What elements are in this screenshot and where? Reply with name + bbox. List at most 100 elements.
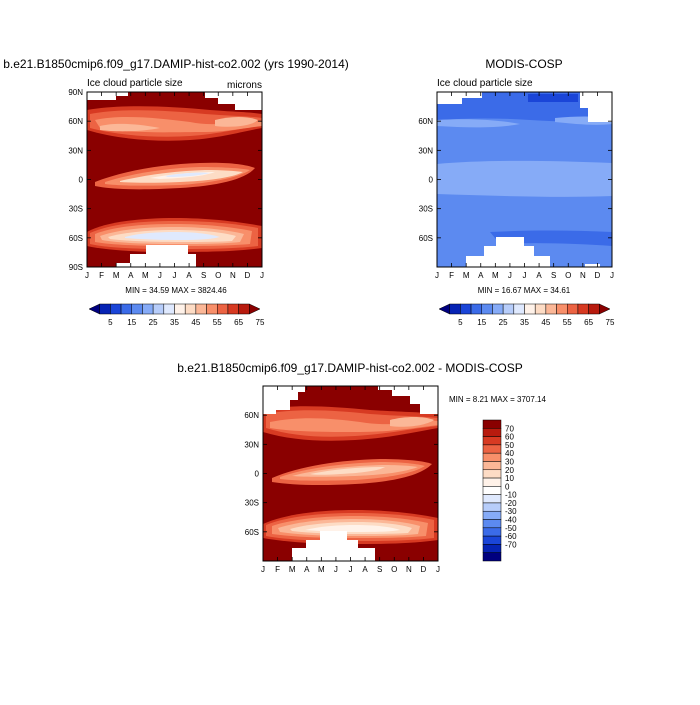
panel-model-colorbar-swatch: [99, 303, 111, 315]
panel-obs-x-label: O: [565, 271, 571, 280]
panel-model-x-label: S: [201, 271, 206, 280]
panel-diff-x-label: A: [362, 565, 368, 574]
panel-diff-colorbar-label: 40: [505, 449, 514, 458]
panel-diff-x-label: J: [436, 565, 440, 574]
panel-diff-colorbar-swatch: [482, 452, 502, 462]
panel-obs-colorbar-swatch: [438, 303, 450, 315]
panel-obs-colorbar-swatch: [481, 303, 493, 315]
panel-obs-y-label: 60N: [418, 117, 433, 126]
panel-model-x-label: F: [99, 271, 104, 280]
panel-model-colorbar-swatch: [227, 303, 239, 315]
panel-model-colorbar-label: 35: [170, 318, 179, 327]
panel-diff-colorbar-swatch: [482, 535, 502, 545]
panel-obs-colorbar-swatch: [599, 303, 611, 315]
panel-obs-colorbar-label: 75: [606, 318, 615, 327]
panel-model-x-label: A: [186, 271, 192, 280]
panel-diff-colorbar-swatch: [482, 552, 502, 562]
panel-diff-colorbar-label: -10: [505, 491, 517, 500]
panel-model-y-label: 90S: [69, 263, 83, 272]
panel-model-colorbar-swatch: [131, 303, 143, 315]
panel-obs-left-label: Ice cloud particle size: [437, 78, 533, 89]
panel-obs-colorbar-swatch: [577, 303, 589, 315]
panel-model-x-label: M: [113, 271, 120, 280]
panel-obs-colorbar-swatch: [524, 303, 536, 315]
panel-model-x-label: O: [215, 271, 221, 280]
panel-model-y-label: 60N: [68, 117, 83, 126]
panel-model: b.e21.B1850cmip6.f09_g17.DAMIP-hist-co2.…: [3, 57, 349, 327]
panel-model-colorbar-swatch: [184, 303, 197, 315]
panel-diff-colorbar-swatch: [482, 436, 502, 446]
panel-diff-colorbar-label: -20: [505, 499, 517, 508]
panel-model-x-label: J: [85, 271, 89, 280]
panel-model-colorbar-swatch: [249, 303, 261, 315]
panel-obs-colorbar-swatch: [545, 303, 557, 315]
panel-obs-colorbar-label: 25: [499, 318, 508, 327]
panel-diff-x-label: O: [391, 565, 397, 574]
panel-model-colorbar-label: 65: [234, 318, 243, 327]
panel-diff-stats: MIN = 8.21 MAX = 3707.14: [449, 395, 546, 404]
panel-obs-x-label: J: [523, 271, 527, 280]
panel-model-colorbar-swatch: [142, 303, 154, 315]
panel-obs-colorbar-label: 65: [584, 318, 593, 327]
panel-model-colorbar-swatch: [110, 303, 122, 315]
panel-model-colorbar-swatch: [174, 303, 186, 315]
panel-obs-colorbar-swatch: [513, 303, 525, 315]
panel-model-colorbar-swatch: [152, 303, 165, 315]
panel-model-x-label: M: [142, 271, 149, 280]
panel-obs-colorbar-swatch: [470, 303, 482, 315]
panel-diff-y-label: 60S: [245, 528, 259, 537]
panel-diff-colorbar-swatch: [482, 519, 502, 529]
panel-diff-colorbar-swatch: [482, 502, 502, 512]
panel-model-title: b.e21.B1850cmip6.f09_g17.DAMIP-hist-co2.…: [3, 57, 349, 71]
panel-model-y-label: 60S: [69, 234, 83, 243]
panel-obs-colorbar-swatch: [460, 303, 472, 315]
panel-model-colorbar-swatch: [163, 303, 175, 315]
panel-model-stats: MIN = 34.59 MAX = 3824.46: [125, 286, 227, 295]
panel-obs-title: MODIS-COSP: [485, 57, 562, 71]
panel-diff-x-label: M: [289, 565, 296, 574]
panel-obs-x-label: N: [580, 271, 586, 280]
panel-diff-colorbar-swatch: [482, 419, 502, 429]
panel-diff-colorbar-swatch: [482, 510, 502, 520]
panel-obs-x-label: A: [478, 271, 484, 280]
panel-obs-colorbar-swatch: [556, 303, 568, 315]
panel-model-x-label: J: [158, 271, 162, 280]
panel-model-y-label: 30N: [68, 146, 83, 155]
panel-model-colorbar-swatch: [206, 303, 218, 315]
panel-obs-x-label: J: [610, 271, 614, 280]
panel-obs-x-label: M: [463, 271, 470, 280]
panel-diff-field: [263, 386, 438, 561]
panel-obs-x-label: A: [536, 271, 542, 280]
panel-obs-x-label: M: [492, 271, 499, 280]
panel-obs-colorbar: 5 15 25 35 45 55 65 75: [438, 303, 615, 327]
panel-diff-x-label: M: [318, 565, 325, 574]
panel-obs-colorbar-swatch: [567, 303, 579, 315]
panel-obs-x-label: J: [435, 271, 439, 280]
panel-diff-colorbar-label: -70: [505, 540, 517, 549]
panel-diff-colorbar-label: 50: [505, 441, 514, 450]
panel-obs-y-label: 0: [429, 176, 434, 185]
panel-diff-x-label: F: [275, 565, 280, 574]
panel-diff-colorbar-swatch: [482, 461, 502, 471]
panel-diff-x-label: A: [304, 565, 310, 574]
panel-diff-colorbar-label: 70: [505, 424, 514, 433]
panel-model-colorbar-label: 55: [213, 318, 222, 327]
panel-diff-title: b.e21.B1850cmip6.f09_g17.DAMIP-hist-co2.…: [177, 361, 523, 375]
panel-diff-colorbar-swatch: [482, 469, 502, 479]
panel-obs-colorbar-label: 35: [520, 318, 529, 327]
panel-model-colorbar: 5 15 25 35 45 55 65 75: [88, 303, 265, 327]
panel-obs-colorbar-swatch: [502, 303, 515, 315]
panel-diff-colorbar-label: 10: [505, 474, 514, 483]
panel-model-colorbar-label: 75: [256, 318, 265, 327]
panel-diff-y-label: 30S: [245, 499, 259, 508]
panel-model-x-label: N: [230, 271, 236, 280]
panel-obs-colorbar-swatch: [588, 303, 600, 315]
panel-diff-x-label: S: [377, 565, 382, 574]
panel-obs-colorbar-label: 5: [458, 318, 463, 327]
panel-diff-y-label: 0: [255, 470, 260, 479]
panel-model-x-label: A: [128, 271, 134, 280]
